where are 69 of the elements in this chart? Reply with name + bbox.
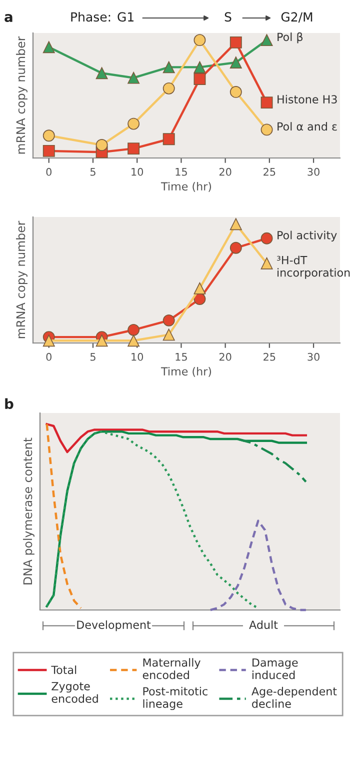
point xyxy=(230,36,242,48)
x-tick-label: 0 xyxy=(46,168,52,176)
x-tick-label: 15 xyxy=(176,353,187,361)
x-tick-label: 30 xyxy=(308,352,320,361)
series-label: Histone H3 xyxy=(278,94,337,104)
series-label: ³H-dT incorporation xyxy=(277,256,350,279)
x-tick-label: 25 xyxy=(264,352,276,361)
series-label: Pol activity xyxy=(278,230,337,242)
point xyxy=(162,328,175,341)
legend-label: Age-dependent decline xyxy=(252,686,337,708)
point xyxy=(230,218,242,230)
point xyxy=(260,232,273,244)
text: b xyxy=(5,398,14,410)
point xyxy=(194,73,206,85)
text: Phase: xyxy=(71,12,110,22)
text: a xyxy=(4,14,12,22)
text: G2/M xyxy=(281,12,312,23)
x-axis-title: Time (hr) xyxy=(160,366,212,377)
point xyxy=(128,324,140,336)
point xyxy=(230,86,242,98)
point xyxy=(42,144,55,157)
legend-label: Zygote encoded xyxy=(52,682,98,703)
legend-label: Post-mitotic lineage xyxy=(143,686,208,710)
x-tick-label: 10 xyxy=(132,352,144,361)
x-tick-label: 10 xyxy=(132,168,144,176)
point xyxy=(260,257,273,270)
x-tick-label: 20 xyxy=(219,352,232,361)
point xyxy=(162,82,175,94)
x-axis-title: Time (hr) xyxy=(160,182,212,192)
point xyxy=(162,61,175,74)
point xyxy=(42,334,55,347)
point xyxy=(260,124,273,136)
text: Adult xyxy=(249,620,278,629)
point xyxy=(230,242,242,254)
legend-label: Damage induced xyxy=(252,658,298,680)
legend-label: Maternally encoded xyxy=(142,658,200,680)
x-tick-label: 5 xyxy=(90,168,96,176)
point xyxy=(42,41,55,54)
x-tick-label: 15 xyxy=(176,168,187,176)
point xyxy=(194,282,206,294)
point xyxy=(128,142,140,155)
y-axis-title: DNA polymerase content xyxy=(23,438,34,584)
point xyxy=(96,67,108,80)
point xyxy=(162,133,175,146)
y-axis-title: mRNA copy number xyxy=(16,36,28,154)
point xyxy=(42,130,55,142)
text: G1 xyxy=(118,12,134,22)
point xyxy=(96,334,108,347)
point xyxy=(260,34,273,46)
text: Development xyxy=(77,620,151,632)
point xyxy=(128,334,140,347)
y-axis-title: mRNA copy number xyxy=(16,220,28,338)
legend-label: Total xyxy=(51,665,76,674)
point xyxy=(194,61,206,74)
series-label: Pol β xyxy=(278,32,303,44)
point xyxy=(128,72,140,84)
x-tick-label: 5 xyxy=(90,353,96,361)
text: S xyxy=(224,12,232,22)
point xyxy=(260,96,273,109)
point xyxy=(162,314,175,326)
point xyxy=(194,34,206,46)
point xyxy=(128,118,140,130)
x-tick-label: 25 xyxy=(264,168,276,176)
point xyxy=(96,139,108,152)
point xyxy=(230,56,242,68)
series-label: Pol α and ε xyxy=(278,122,337,131)
x-tick-label: 0 xyxy=(46,352,52,361)
x-tick-label: 20 xyxy=(219,168,232,176)
x-tick-label: 30 xyxy=(308,168,320,176)
